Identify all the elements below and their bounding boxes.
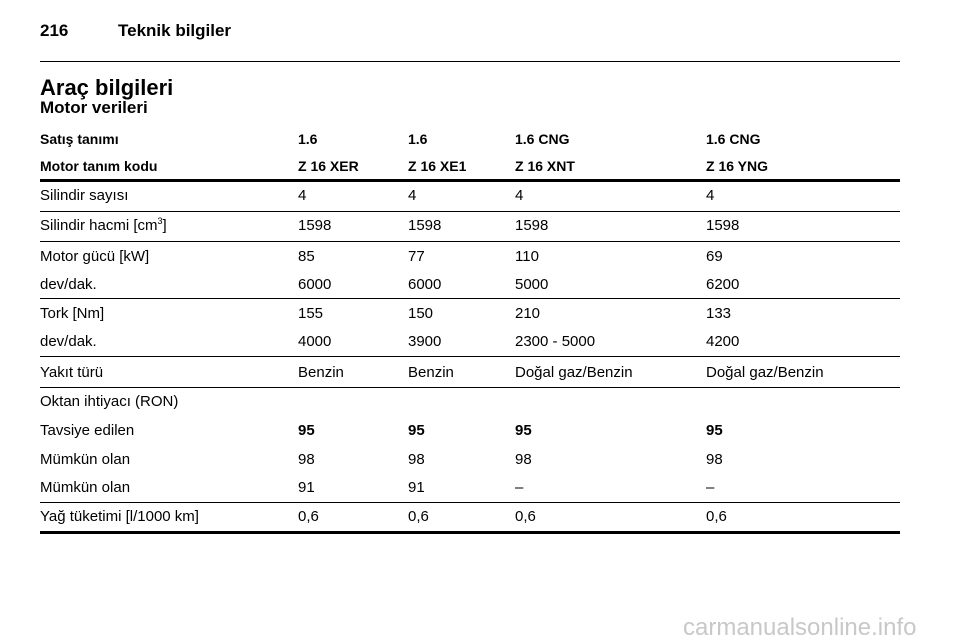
cell: 69 <box>706 248 723 265</box>
cell: 95 <box>515 422 532 439</box>
cell-text: ] <box>162 217 167 234</box>
cell: 98 <box>515 451 532 468</box>
cell: 4 <box>706 187 715 204</box>
cell: 0,6 <box>298 508 319 525</box>
table-rule <box>40 179 900 182</box>
table-rule <box>40 298 900 299</box>
cell: 91 <box>298 479 315 496</box>
cell: Doğal gaz/Benzin <box>515 364 633 381</box>
cell: dev/dak. <box>40 276 97 293</box>
cell: 98 <box>706 451 723 468</box>
cell: 1598 <box>706 217 740 234</box>
cell: 95 <box>706 422 723 439</box>
header-cell: Z 16 XE1 <box>408 158 467 174</box>
page-number: 216 <box>40 21 69 40</box>
table-rule <box>40 241 900 242</box>
cell: 3900 <box>408 333 442 350</box>
header-cell: Z 16 XNT <box>515 158 575 174</box>
title: Araç bilgileri <box>40 75 174 100</box>
table-rule <box>40 211 900 212</box>
watermark: carmanualsonline.info <box>683 614 917 641</box>
table-rule <box>40 387 900 388</box>
cell: 0,6 <box>515 508 536 525</box>
cell: 6200 <box>706 276 740 293</box>
cell: 4200 <box>706 333 740 350</box>
cell: 1598 <box>515 217 549 234</box>
cell: 155 <box>298 305 324 322</box>
header-cell: Satış tanımı <box>40 131 119 147</box>
cell: 133 <box>706 305 732 322</box>
cell: 6000 <box>408 276 442 293</box>
header-cell: 1.6 <box>408 131 428 147</box>
cell: Benzin <box>298 364 344 381</box>
table-rule <box>40 531 900 534</box>
cell: dev/dak. <box>40 333 97 350</box>
section-title: Teknik bilgiler <box>118 21 232 40</box>
cell: 0,6 <box>408 508 429 525</box>
cell: 0,6 <box>706 508 727 525</box>
header-cell: 1.6 <box>298 131 318 147</box>
header-cell: Motor tanım kodu <box>40 158 158 174</box>
subtitle: Motor verileri <box>40 98 148 117</box>
cell: 1598 <box>298 217 332 234</box>
header-cell: Z 16 XER <box>298 158 359 174</box>
cell: 4 <box>298 187 307 204</box>
header-cell: 1.6 CNG <box>706 131 761 147</box>
cell: 150 <box>408 305 434 322</box>
cell: Silindir sayısı <box>40 187 129 204</box>
table-rule <box>40 502 900 503</box>
cell: Benzin <box>408 364 454 381</box>
header-cell: Z 16 YNG <box>706 158 768 174</box>
cell: – <box>706 479 715 496</box>
cell: Doğal gaz/Benzin <box>706 364 824 381</box>
cell: Tork [Nm] <box>40 305 105 322</box>
superscript: 3 <box>157 216 163 226</box>
rule <box>40 61 900 62</box>
cell: 4 <box>408 187 417 204</box>
header-cell: 1.6 CNG <box>515 131 570 147</box>
cell: 5000 <box>515 276 549 293</box>
cell: 4000 <box>298 333 332 350</box>
cell-text: Silindir hacmi [cm <box>40 217 158 234</box>
cell: 1598 <box>408 217 442 234</box>
cell: 77 <box>408 248 425 265</box>
cell: Oktan ihtiyacı (RON) <box>40 393 179 410</box>
cell: 2300 - 5000 <box>515 333 596 350</box>
cell: Silindir hacmi [cm3] <box>40 217 167 235</box>
cell: Mümkün olan <box>40 451 131 468</box>
cell: Yağ tüketimi [l/1000 km] <box>40 508 199 525</box>
cell: 110 <box>515 248 539 265</box>
cell: Motor gücü [kW] <box>40 248 150 265</box>
cell: 95 <box>408 422 425 439</box>
cell: 85 <box>298 248 315 265</box>
cell: 6000 <box>298 276 332 293</box>
cell: Tavsiye edilen <box>40 422 135 439</box>
cell: Mümkün olan <box>40 479 131 496</box>
cell: 98 <box>408 451 425 468</box>
cell: 210 <box>515 305 541 322</box>
cell: 91 <box>408 479 425 496</box>
cell: 98 <box>298 451 315 468</box>
cell: – <box>515 479 524 496</box>
cell: Yakıt türü <box>40 364 104 381</box>
cell: 95 <box>298 422 315 439</box>
cell: 4 <box>515 187 524 204</box>
table-rule <box>40 356 900 357</box>
